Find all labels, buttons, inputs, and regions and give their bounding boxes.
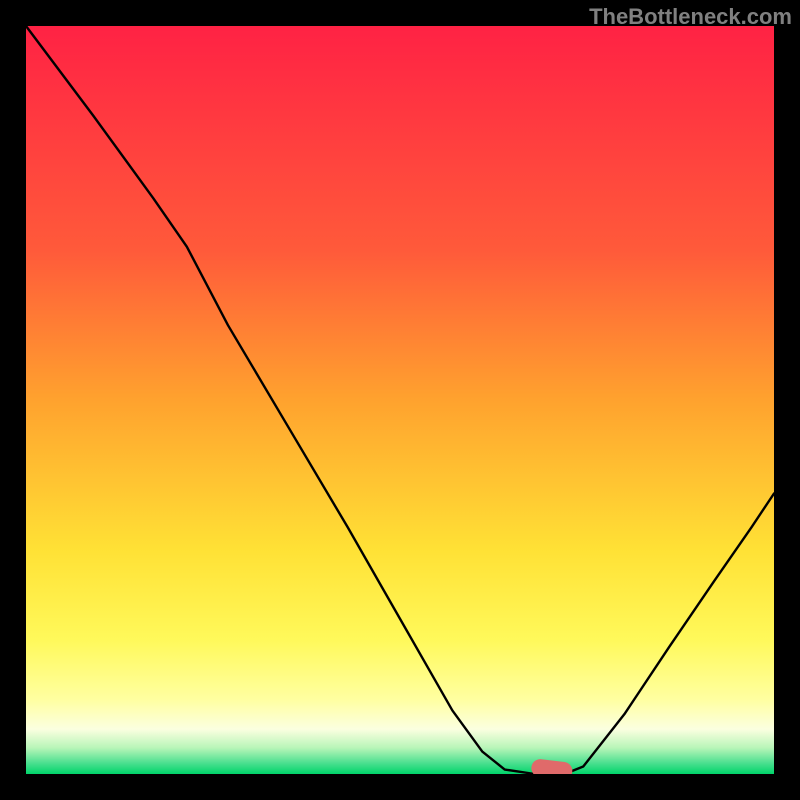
chart-frame: TheBottleneck.com: [0, 0, 800, 800]
watermark-text: TheBottleneck.com: [589, 4, 792, 30]
gradient-background: [26, 26, 774, 774]
chart-svg: [0, 0, 800, 800]
